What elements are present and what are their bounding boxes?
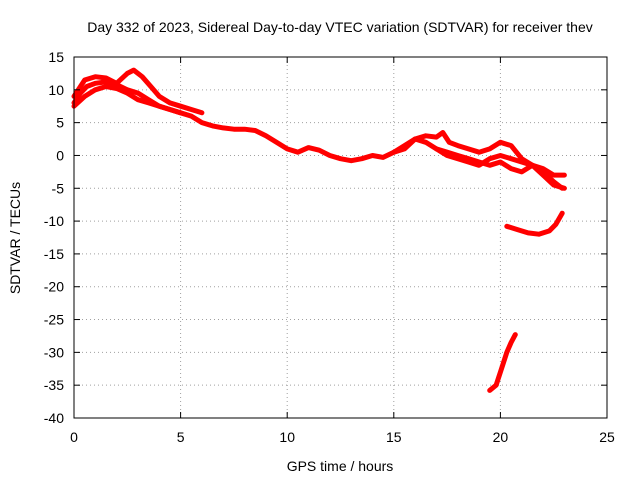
x-tick-label: 15 bbox=[386, 429, 402, 445]
x-tick-label: 25 bbox=[599, 429, 615, 445]
y-tick-label: -25 bbox=[44, 312, 64, 328]
data-series bbox=[71, 67, 567, 393]
y-tick-label: 5 bbox=[56, 115, 64, 131]
y-tick-label: -5 bbox=[52, 180, 65, 196]
series-line-track-f bbox=[504, 210, 565, 237]
x-axis-label: GPS time / hours bbox=[287, 458, 394, 474]
x-tick-label: 5 bbox=[177, 429, 185, 445]
y-tick-label: -35 bbox=[44, 377, 64, 393]
x-tick-label: 20 bbox=[493, 429, 509, 445]
y-tick-label: 15 bbox=[48, 49, 64, 65]
series-line-track-a bbox=[71, 79, 565, 191]
y-tick-label: -15 bbox=[44, 246, 64, 262]
x-axis-ticks: 0 5 10 15 20 25 bbox=[70, 57, 615, 445]
y-tick-label: -30 bbox=[44, 344, 64, 360]
chart-title: Day 332 of 2023, Sidereal Day-to-day VTE… bbox=[87, 19, 593, 35]
y-tick-label: 0 bbox=[56, 147, 64, 163]
x-tick-label: 0 bbox=[70, 429, 78, 445]
y-tick-label: -10 bbox=[44, 213, 64, 229]
series-line-track-b bbox=[71, 67, 205, 116]
x-tick-label: 10 bbox=[279, 429, 295, 445]
y-axis-ticks: 15 10 5 0 -5 -10 -15 -20 -25 -30 -35 -40 bbox=[44, 49, 607, 426]
y-tick-label: 10 bbox=[48, 82, 64, 98]
series-line-track-e bbox=[433, 146, 567, 191]
series-line-track-g bbox=[487, 332, 518, 393]
grid-lines bbox=[74, 57, 607, 418]
y-axis-label: SDTVAR / TECUs bbox=[7, 182, 23, 294]
y-tick-label: -40 bbox=[44, 410, 64, 426]
y-tick-label: -20 bbox=[44, 279, 64, 295]
plot-frame bbox=[73, 56, 608, 419]
series-line-track-c bbox=[71, 84, 184, 116]
